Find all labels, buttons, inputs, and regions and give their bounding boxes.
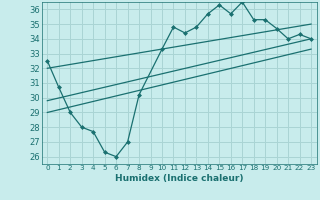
X-axis label: Humidex (Indice chaleur): Humidex (Indice chaleur) (115, 174, 244, 183)
